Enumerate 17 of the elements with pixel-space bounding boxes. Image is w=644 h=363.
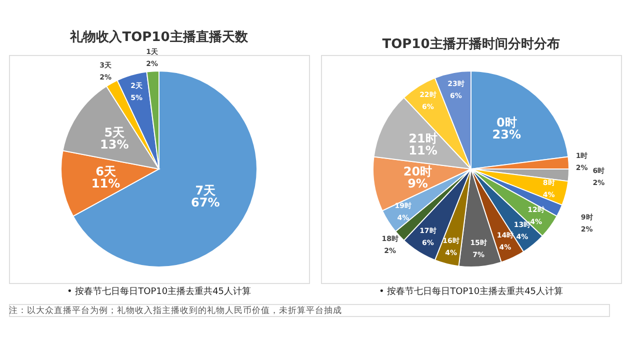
data-label: 23% <box>492 128 522 142</box>
slice-label: 20时 <box>403 164 432 178</box>
data-label: 67% <box>191 195 220 210</box>
data-label: 13% <box>100 138 129 152</box>
slice-label: 7天 <box>195 183 217 198</box>
data-label: 11% <box>408 144 438 158</box>
chart-title: TOP10主播开播时间分时分布 <box>382 36 560 52</box>
text: • 按春节七日每日TOP10主播去重共45人计算 <box>66 286 252 297</box>
data-label: 9% <box>408 176 428 190</box>
slice-label: 5天 <box>104 126 126 140</box>
text: 注：以大众直播平台为例；礼物收入指主播收到的礼物人民币价值，未折算平台抽成 <box>9 305 342 316</box>
chart-title: 礼物收入TOP10主播直播天数 <box>69 29 249 46</box>
slice-label: 21时 <box>408 132 438 146</box>
slice-label: 0时 <box>496 116 517 130</box>
data-label: 11% <box>91 176 120 190</box>
slice-label: 6天 <box>96 164 117 178</box>
text: • 按春节七日每日TOP10主播去重共45人计算 <box>378 286 564 297</box>
